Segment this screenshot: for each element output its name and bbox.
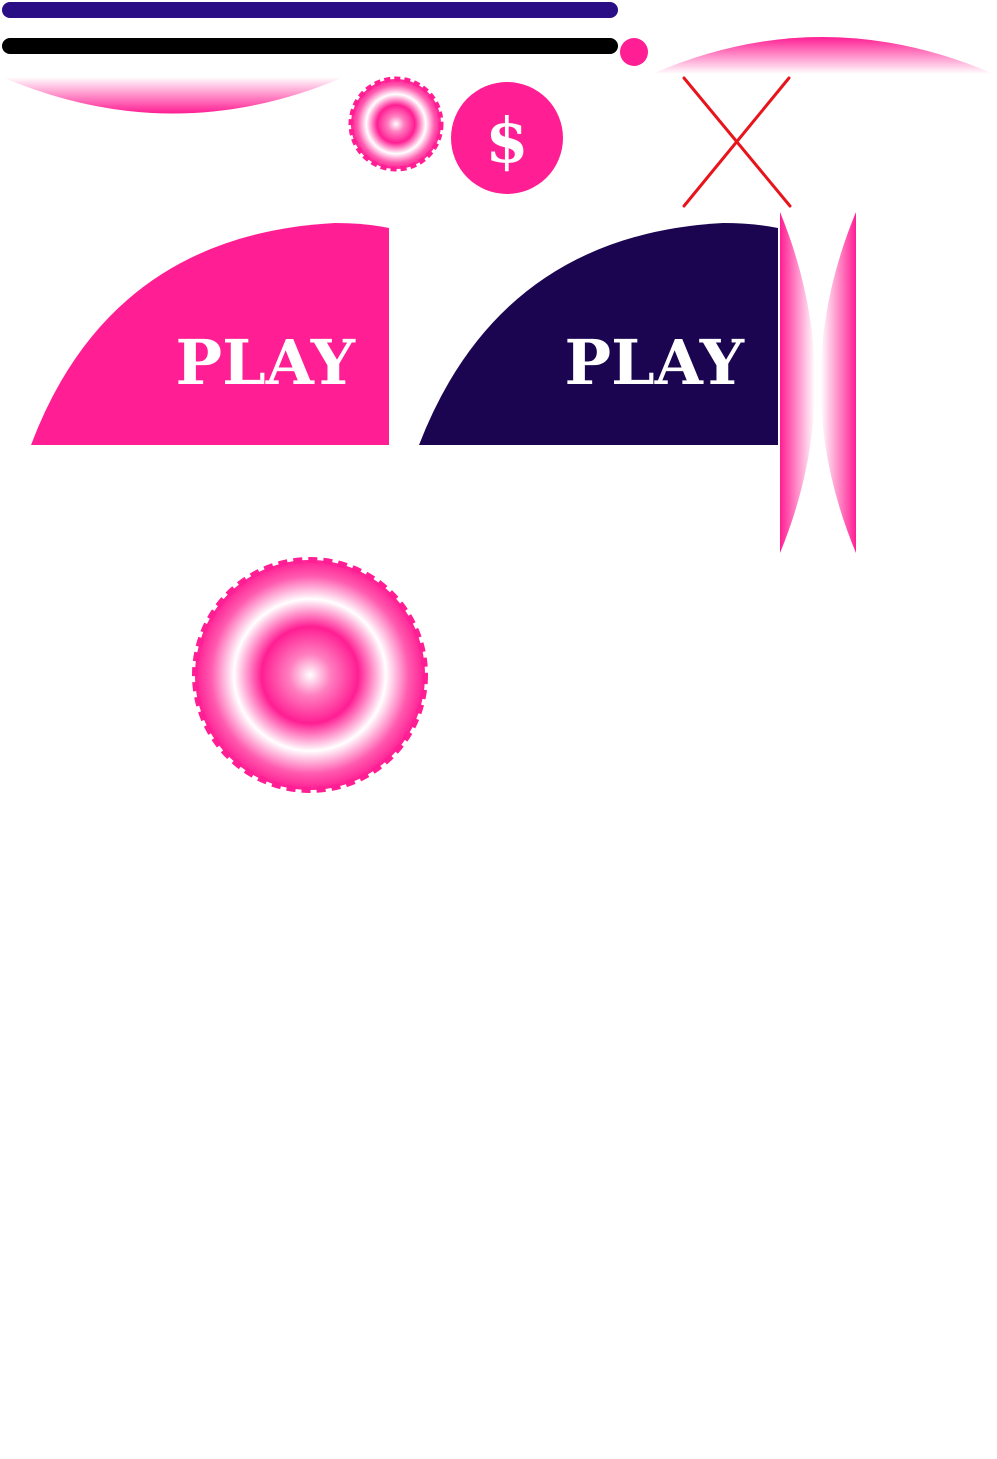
arc-highlight-right	[652, 37, 994, 74]
play-button-pink[interactable]: PLAY	[31, 223, 389, 445]
play-button-navy[interactable]: PLAY	[419, 223, 778, 445]
progress-bar-track	[2, 38, 618, 54]
play-button-navy-label: PLAY	[565, 326, 745, 399]
close-icon[interactable]	[682, 76, 792, 208]
lens-right	[820, 212, 856, 553]
progress-bar-fill	[2, 2, 618, 18]
small-ring-badge	[348, 76, 444, 172]
arc-highlight-top	[2, 77, 344, 114]
lens-left	[780, 212, 815, 553]
coin-symbol: $	[485, 104, 528, 177]
play-button-pink-label: PLAY	[176, 326, 356, 399]
large-ring-badge	[192, 557, 428, 793]
coin-icon: $	[451, 82, 563, 194]
slider-knob[interactable]	[620, 38, 648, 66]
